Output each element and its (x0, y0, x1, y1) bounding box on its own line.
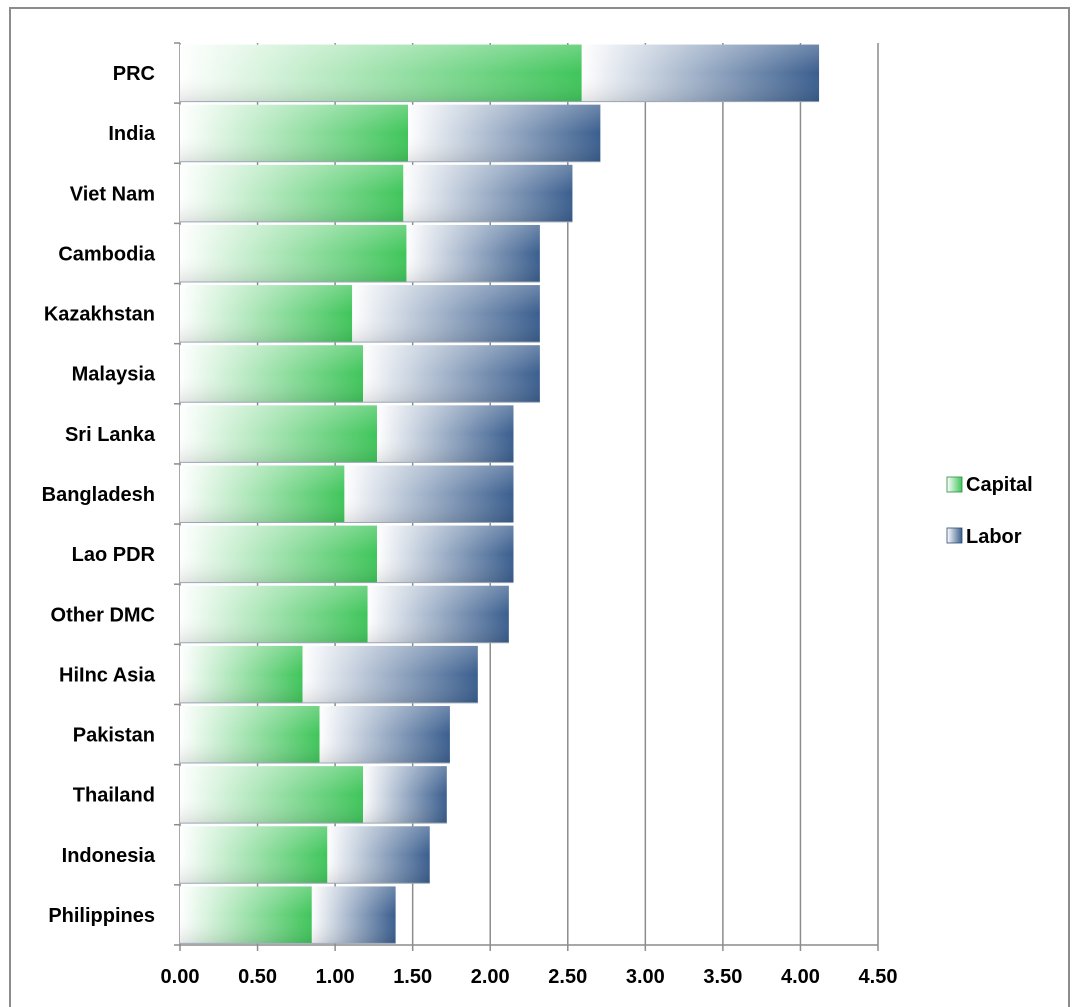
bar-group (180, 104, 601, 163)
category-label: HiInc Asia (59, 664, 156, 686)
x-tick-label: 1.00 (316, 966, 355, 988)
category-label: PRC (113, 63, 155, 85)
bar-shading (180, 345, 540, 403)
legend-swatch-capital (946, 476, 963, 493)
bar-shading (180, 826, 430, 884)
x-tick-label: 0.50 (238, 966, 277, 988)
bar-group (180, 224, 540, 283)
category-label: Thailand (73, 785, 155, 807)
bar-shading (180, 525, 514, 583)
bar-group (180, 826, 430, 884)
bar-group (180, 886, 396, 944)
bar-shading (180, 645, 478, 703)
x-tick-label: 3.00 (626, 966, 665, 988)
category-label: Cambodia (58, 243, 156, 265)
x-tick-labels: 0.00 0.50 1.00 1.50 2.00 2.50 3.00 3.50 4.00 4.50 (161, 966, 898, 988)
category-label: Pakistan (73, 725, 155, 747)
x-tick-label: 4.00 (781, 966, 820, 988)
category-label: Other DMC (51, 604, 155, 626)
category-label: Sri Lanka (65, 424, 156, 446)
bar-group (180, 585, 509, 644)
category-label: Kazakhstan (44, 304, 155, 326)
bar-shading (180, 285, 540, 343)
x-tick-label: 0.00 (161, 966, 200, 988)
bar-shading (180, 104, 601, 162)
x-tick-label: 1.50 (393, 966, 432, 988)
category-label: India (108, 123, 156, 145)
bar-group (180, 465, 514, 523)
bar-group (180, 405, 514, 463)
bar-group (180, 645, 478, 704)
bar-shading (180, 585, 509, 643)
bar-group (180, 345, 540, 403)
bar-shading (180, 766, 447, 824)
x-tick-label: 4.50 (859, 966, 898, 988)
bar-shading (180, 706, 450, 764)
bar-group (180, 525, 514, 584)
bar-shading (180, 224, 540, 282)
category-label: Malaysia (72, 364, 156, 386)
bar-group (180, 706, 450, 764)
category-label: Philippines (48, 905, 155, 927)
bar-group (180, 44, 820, 103)
chart-frame (9, 7, 1070, 1007)
bars (180, 44, 820, 944)
bar-shading (180, 886, 396, 944)
bar-group (180, 285, 540, 343)
category-label: Viet Nam (70, 183, 155, 205)
category-label: Indonesia (62, 845, 156, 867)
bar-shading (180, 44, 820, 102)
bar-shading (180, 465, 514, 523)
bar-shading (180, 405, 514, 463)
x-tick-label: 2.50 (548, 966, 587, 988)
category-labels: PRC India Viet Nam Cambodia Kazakhstan Malays… (42, 63, 156, 927)
category-label: Bangladesh (42, 484, 155, 506)
bar-group (180, 766, 447, 824)
legend-swatch-labor (946, 527, 963, 544)
x-tick-label: 3.50 (703, 966, 742, 988)
bar-group (180, 164, 573, 223)
x-tick-label: 2.00 (471, 966, 510, 988)
category-label: Lao PDR (72, 544, 156, 566)
bar-shading (180, 164, 573, 222)
legend-label-capital: Capital (966, 474, 1033, 496)
legend-label-labor: Labor (966, 526, 1022, 548)
legend: Capital Labor (946, 474, 1033, 548)
